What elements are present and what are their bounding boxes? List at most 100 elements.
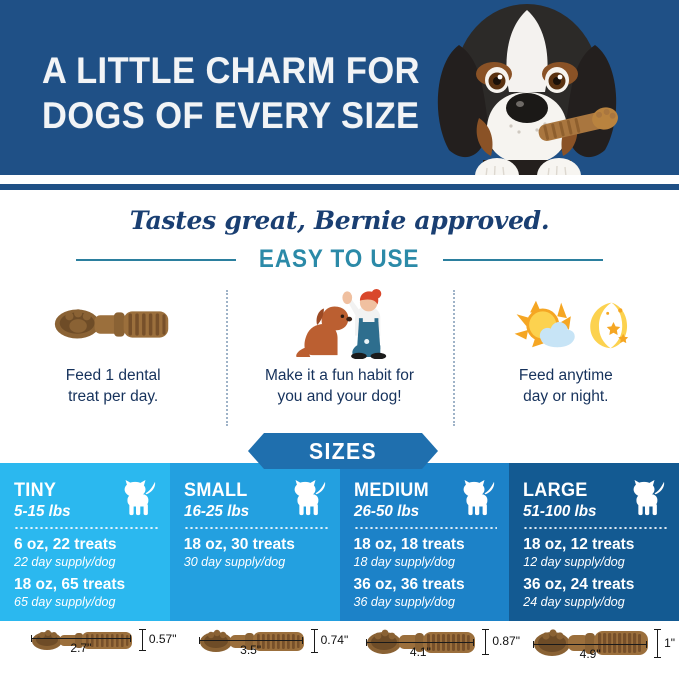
sun-cloud-moon-stars-icon xyxy=(503,288,629,360)
section-heading: EASY TO USE xyxy=(259,245,420,273)
feature-item: Feed anytime day or night. xyxy=(452,288,679,428)
header-white-gap xyxy=(0,175,679,184)
dog-silhouette-icon xyxy=(623,479,667,522)
size-name: TINY xyxy=(14,480,57,501)
pack-size: 18 oz, 30 treats xyxy=(183,536,295,553)
pack-option: 18 oz, 30 treats 30 day supply/dog xyxy=(184,536,328,570)
pack-option: 18 oz, 65 treats 65 day supply/dog xyxy=(14,576,158,610)
heading-rule-left xyxy=(76,258,237,261)
page-title-line-1: A LITTLE CHARM FOR xyxy=(42,50,420,91)
treat-width-value: 4.1" xyxy=(409,644,431,659)
size-header: MEDIUM 26-50 lbs xyxy=(353,479,498,522)
pack-option: 36 oz, 24 treats 24 day supply/dog xyxy=(523,576,667,610)
dog-silhouette-icon xyxy=(284,479,328,522)
pack-size: 36 oz, 24 treats xyxy=(523,575,635,593)
size-name: MEDIUM xyxy=(353,480,429,501)
sizes-banner-label: SIZES xyxy=(308,437,378,464)
dental-treat-icon xyxy=(534,629,649,656)
feature-text-line-2: treat per day. xyxy=(68,387,159,405)
tagline: Tastes great, Bernie approved. xyxy=(129,206,550,235)
treat-height-value: 1" xyxy=(664,635,676,650)
sizes-table: TINY 5-15 lbs 6 oz, 22 treats 22 day s xyxy=(0,463,679,621)
size-column-small: SMALL 16-25 lbs 18 oz, 30 treats 30 da xyxy=(169,463,340,621)
woman-high-fiving-dog-icon xyxy=(283,288,395,360)
size-header: TINY 5-15 lbs xyxy=(14,479,158,522)
sizes-banner: SIZES xyxy=(248,433,438,469)
dog-silhouette-icon xyxy=(453,479,497,522)
pack-size: 6 oz, 22 treats xyxy=(14,536,117,553)
treat-dimension-large: 1" 4.9" xyxy=(509,621,679,685)
treat-width-value: 2.7" xyxy=(70,640,92,655)
feature-item: Make it a fun habit for you and your dog… xyxy=(226,288,452,428)
bernese-mountain-dog-puppy-icon xyxy=(387,0,657,175)
heading-rule-right xyxy=(442,258,603,261)
pack-supply: 22 day supply/dog xyxy=(14,554,116,569)
pack-size: 18 oz, 18 treats xyxy=(353,536,465,553)
feature-text: Make it a fun habit for you and your dog… xyxy=(265,366,414,408)
pack-size: 18 oz, 65 treats xyxy=(14,575,126,593)
feature-text-line-1: Feed anytime xyxy=(518,367,613,384)
size-divider xyxy=(523,527,667,529)
header-banner: A LITTLE CHARM FOR DOGS OF EVERY SIZE xyxy=(0,0,679,175)
dental-treat-icon xyxy=(199,629,304,652)
pack-size: 36 oz, 36 treats xyxy=(353,575,465,593)
sizes-banner-zone: SIZES xyxy=(0,433,679,469)
dental-treat-icon xyxy=(31,630,132,650)
feature-text-line-2: day or night. xyxy=(523,387,609,405)
treat-height-value: 0.74" xyxy=(320,633,349,648)
pack-option: 36 oz, 36 treats 36 day supply/dog xyxy=(354,576,498,610)
treat-height-callout: 0.57" xyxy=(138,629,177,651)
feature-text-line-1: Feed 1 dental xyxy=(65,367,161,384)
pack-size: 18 oz, 12 treats xyxy=(523,536,635,553)
feature-list: Feed 1 dental treat per day. xyxy=(0,288,679,428)
treat-dimension-tiny: 0.57" 2.7" xyxy=(0,621,177,685)
size-divider xyxy=(353,527,498,529)
pack-supply: 24 day supply/dog xyxy=(523,594,625,609)
pack-option: 6 oz, 22 treats 22 day supply/dog xyxy=(14,536,158,570)
feature-text-line-1: Make it a fun habit for xyxy=(264,367,415,384)
size-weight-range: 16-25 lbs xyxy=(183,502,249,520)
size-header: LARGE 51-100 lbs xyxy=(523,479,667,522)
feature-text: Feed 1 dental treat per day. xyxy=(66,366,161,408)
feature-text: Feed anytime day or night. xyxy=(519,366,613,408)
size-weight-range: 5-15 lbs xyxy=(14,502,71,520)
size-name: SMALL xyxy=(183,480,248,501)
treat-height-value: 0.57" xyxy=(148,632,177,647)
treat-width-value: 4.9" xyxy=(579,646,601,661)
size-divider xyxy=(183,527,328,529)
treat-width-callout: 4.1" xyxy=(366,638,475,659)
pack-supply: 12 day supply/dog xyxy=(523,554,625,569)
easy-to-use-section: Tastes great, Bernie approved. EASY TO U… xyxy=(0,190,679,433)
treat-dimension-small: 0.74" 3.5" xyxy=(170,621,348,685)
pack-supply: 30 day supply/dog xyxy=(183,554,286,569)
section-heading-row: EASY TO USE xyxy=(0,245,679,274)
pack-option: 18 oz, 12 treats 12 day supply/dog xyxy=(523,536,667,570)
treat-width-callout: 2.7" xyxy=(30,634,131,655)
size-divider xyxy=(14,527,158,529)
size-header: SMALL 16-25 lbs xyxy=(183,479,328,522)
treat-dimensions-row: 0.57" 2.7" xyxy=(0,621,679,685)
pack-supply: 36 day supply/dog xyxy=(353,594,455,609)
pack-supply: 65 day supply/dog xyxy=(14,594,116,609)
size-name: LARGE xyxy=(523,480,588,501)
size-column-medium: MEDIUM 26-50 lbs 18 oz, 18 treats 18 d xyxy=(339,463,510,621)
page-title: A LITTLE CHARM FOR DOGS OF EVERY SIZE xyxy=(42,48,420,138)
feature-item: Feed 1 dental treat per day. xyxy=(0,288,226,428)
treat-dimension-medium: 0.87" 4.1" xyxy=(340,621,520,685)
treat-width-callout: 4.9" xyxy=(533,640,648,661)
dental-treat-icon xyxy=(50,288,176,360)
pack-option: 18 oz, 18 treats 18 day supply/dog xyxy=(354,536,498,570)
treat-width-callout: 3.5" xyxy=(198,636,303,657)
size-weight-range: 51-100 lbs xyxy=(523,502,597,520)
size-weight-range: 26-50 lbs xyxy=(353,502,419,520)
size-column-tiny: TINY 5-15 lbs 6 oz, 22 treats 22 day s xyxy=(0,463,170,621)
pack-supply: 18 day supply/dog xyxy=(353,554,455,569)
treat-height-callout: 1" xyxy=(654,629,675,658)
size-column-large: LARGE 51-100 lbs 18 oz, 12 treats 12 d xyxy=(509,463,679,621)
treat-height-callout: 0.87" xyxy=(482,629,520,655)
page-title-line-2: DOGS OF EVERY SIZE xyxy=(42,95,420,137)
treat-height-value: 0.87" xyxy=(492,634,520,649)
header-navy-stripe xyxy=(0,184,679,190)
treat-height-callout: 0.74" xyxy=(310,629,349,653)
treat-width-value: 3.5" xyxy=(240,642,262,657)
